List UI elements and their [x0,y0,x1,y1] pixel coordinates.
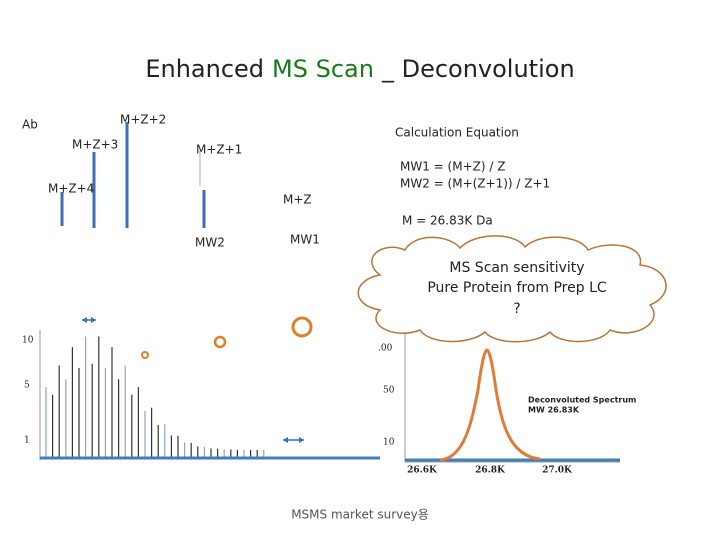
peak-label: M+Z+3 [72,138,118,152]
marker-circle [291,316,313,338]
equation-line: MW2 = (M+(Z+1)) / Z+1 [400,177,550,191]
arrow-head [82,317,96,323]
title-tail: _ Deconvolution [381,55,575,83]
peak-label: M+Z [283,193,312,207]
title-highlight: MS Scan [272,55,374,83]
peak-label: M+Z+2 [120,113,166,127]
legend-text: MW 26.83K [528,406,580,415]
y-tick-label: 50 [383,386,395,396]
peak-label: M+Z+4 [48,182,94,196]
legend-title: Deconvoluted Spectrum [528,396,636,405]
slide-title: Enhanced MS Scan _ Deconvolution [145,55,574,83]
deconvoluted-spectrum: .00 50 10 26.6K 26.8K 27.0K Deconvoluted… [378,330,636,476]
mw-label: MW1 [290,233,320,247]
cloud-text: MS Scan sensitivity [449,260,584,276]
x-tick-label: 27.0K [542,466,573,476]
y-tick-label: 5 [24,381,30,391]
arrow-head [283,437,304,443]
thought-cloud: MS Scan sensitivity Pure Protein from Pr… [357,235,667,343]
cloud-text: ? [513,301,520,317]
equation-heading: Calculation Equation [395,126,519,140]
y-tick-label: 10 [22,336,34,346]
x-tick-label: 26.8K [475,466,506,476]
y-tick-label: .00 [378,344,393,354]
cloud-text: Pure Protein from Prep LC [427,280,607,296]
equation-result: M = 26.83K Da [402,214,493,228]
marker-circle [141,351,149,359]
y-tick-label: 10 [383,438,395,448]
axis-label: Ab [22,118,38,132]
mw-label: MW2 [195,236,225,250]
x-tick-label: 26.6K [407,466,438,476]
footer: MSMS market survey용 [291,508,429,522]
equation-line: MW1 = (M+Z) / Z [400,160,505,174]
peak-label: M+Z+1 [196,143,242,157]
peak-diagram: Ab M+Z+2 M+Z+3 M+Z+1 M+Z+4 M+Z MW2 MW1 [22,113,320,250]
title-lead: Enhanced [145,55,264,83]
raw-spectrum: 10 5 1 [22,316,380,460]
cloud-shape [357,235,667,343]
marker-circle [213,335,227,349]
peak-curve [439,348,541,462]
y-tick-label: 1 [24,436,30,446]
